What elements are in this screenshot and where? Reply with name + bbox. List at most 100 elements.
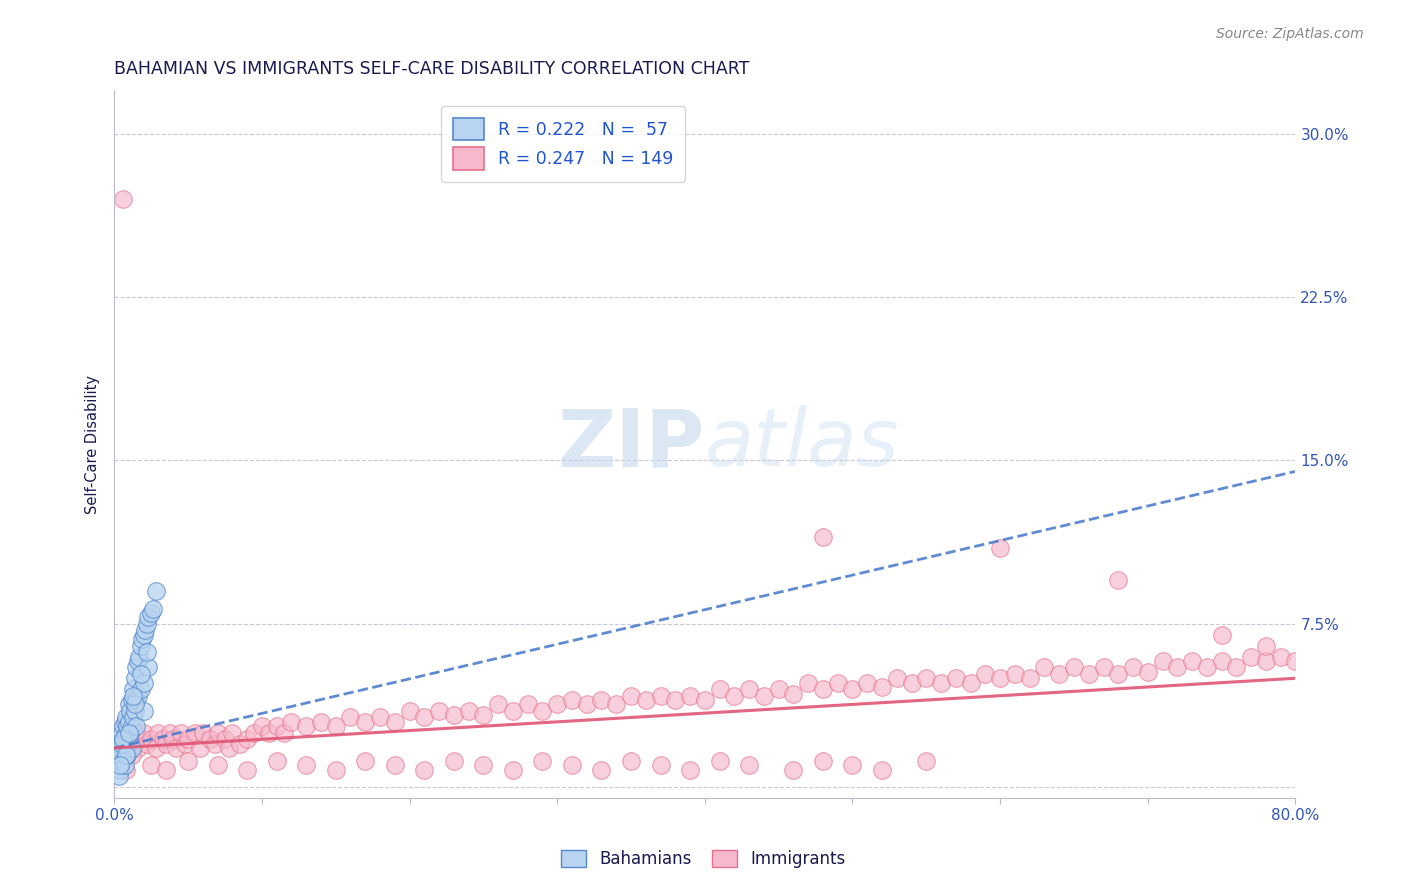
Text: atlas: atlas bbox=[704, 405, 900, 483]
Point bbox=[221, 725, 243, 739]
Point bbox=[486, 698, 509, 712]
Point bbox=[827, 675, 849, 690]
Point bbox=[115, 710, 138, 724]
Point bbox=[121, 747, 143, 762]
Point bbox=[112, 754, 135, 768]
Point bbox=[204, 737, 226, 751]
Point bbox=[273, 725, 295, 739]
Point bbox=[127, 689, 149, 703]
Point bbox=[236, 763, 259, 777]
Point bbox=[122, 682, 145, 697]
Point bbox=[110, 725, 132, 739]
Point bbox=[115, 747, 138, 762]
Point bbox=[1047, 667, 1070, 681]
Point bbox=[591, 693, 613, 707]
Point bbox=[472, 708, 495, 723]
Point bbox=[107, 769, 129, 783]
Point bbox=[472, 758, 495, 772]
Point bbox=[198, 732, 221, 747]
Point bbox=[139, 606, 162, 620]
Point bbox=[841, 682, 863, 697]
Point bbox=[1122, 660, 1144, 674]
Point bbox=[124, 704, 146, 718]
Point bbox=[127, 654, 149, 668]
Point bbox=[870, 763, 893, 777]
Point bbox=[266, 719, 288, 733]
Point bbox=[443, 754, 465, 768]
Point bbox=[118, 725, 141, 739]
Point bbox=[900, 675, 922, 690]
Point bbox=[136, 610, 159, 624]
Point bbox=[108, 747, 131, 762]
Point bbox=[152, 732, 174, 747]
Point bbox=[236, 732, 259, 747]
Point bbox=[214, 732, 236, 747]
Point bbox=[1254, 654, 1277, 668]
Point bbox=[125, 693, 148, 707]
Point bbox=[125, 719, 148, 733]
Point bbox=[561, 693, 583, 707]
Point bbox=[1211, 654, 1233, 668]
Point bbox=[121, 741, 143, 756]
Point bbox=[841, 758, 863, 772]
Point bbox=[135, 645, 157, 659]
Point bbox=[118, 714, 141, 729]
Point bbox=[915, 671, 938, 685]
Point bbox=[250, 719, 273, 733]
Point bbox=[886, 671, 908, 685]
Point bbox=[191, 725, 214, 739]
Point bbox=[531, 754, 554, 768]
Point bbox=[1077, 667, 1099, 681]
Point bbox=[1166, 660, 1188, 674]
Point bbox=[114, 714, 136, 729]
Point bbox=[165, 741, 187, 756]
Point bbox=[325, 763, 347, 777]
Point bbox=[1254, 639, 1277, 653]
Point bbox=[112, 732, 135, 747]
Point bbox=[110, 737, 132, 751]
Point bbox=[384, 714, 406, 729]
Point bbox=[797, 675, 820, 690]
Point bbox=[139, 758, 162, 772]
Point bbox=[128, 649, 150, 664]
Point bbox=[121, 693, 143, 707]
Point bbox=[605, 698, 627, 712]
Point bbox=[354, 754, 377, 768]
Point bbox=[1225, 660, 1247, 674]
Point bbox=[339, 710, 361, 724]
Point bbox=[782, 686, 804, 700]
Point bbox=[135, 737, 157, 751]
Point bbox=[1092, 660, 1115, 674]
Point bbox=[1195, 660, 1218, 674]
Point bbox=[218, 741, 240, 756]
Point bbox=[115, 725, 138, 739]
Point bbox=[243, 725, 266, 739]
Point bbox=[120, 741, 142, 756]
Point bbox=[768, 682, 790, 697]
Point bbox=[709, 754, 731, 768]
Point bbox=[127, 741, 149, 756]
Point bbox=[124, 671, 146, 685]
Point bbox=[1284, 654, 1306, 668]
Point bbox=[105, 741, 128, 756]
Point bbox=[162, 732, 184, 747]
Point bbox=[575, 698, 598, 712]
Point bbox=[1152, 654, 1174, 668]
Point bbox=[1136, 665, 1159, 679]
Point bbox=[620, 689, 643, 703]
Point bbox=[169, 725, 191, 739]
Point bbox=[114, 741, 136, 756]
Point bbox=[782, 763, 804, 777]
Point bbox=[856, 675, 879, 690]
Point bbox=[132, 628, 155, 642]
Point bbox=[107, 758, 129, 772]
Point bbox=[325, 719, 347, 733]
Point bbox=[115, 763, 138, 777]
Point bbox=[177, 732, 200, 747]
Point bbox=[650, 689, 672, 703]
Point bbox=[679, 689, 702, 703]
Point bbox=[266, 754, 288, 768]
Point bbox=[135, 616, 157, 631]
Point bbox=[174, 737, 197, 751]
Point bbox=[457, 704, 479, 718]
